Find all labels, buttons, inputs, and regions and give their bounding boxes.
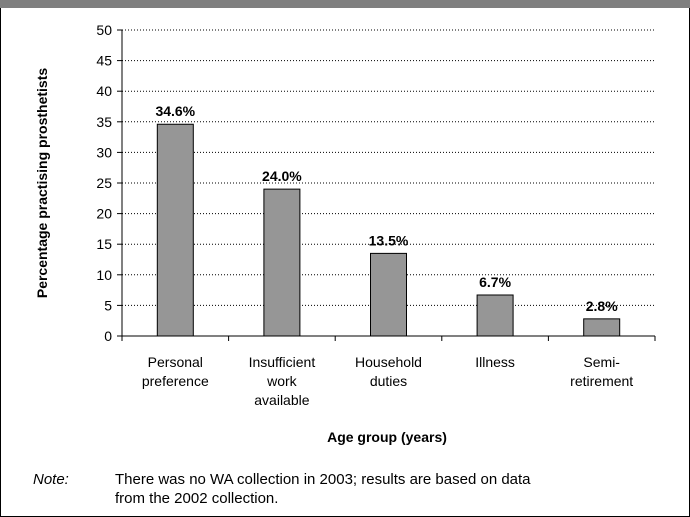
y-tick-label: 35: [96, 114, 112, 130]
x-tick-label: preference: [142, 373, 209, 389]
y-tick-label: 20: [96, 206, 112, 222]
x-tick-label: Semi-: [583, 354, 620, 370]
y-tick-label: 15: [96, 236, 112, 252]
bar: [370, 252, 407, 337]
x-tick-labels: Personal preference Insufficient work availa…: [142, 354, 633, 408]
x-tick-label: available: [254, 392, 309, 408]
bar-chart: 0 5 10 15 20 25 30 35 40 45 50 Personal preference I…: [34, 22, 656, 445]
x-tick-label: retirement: [570, 373, 633, 389]
x-tick-label: Personal: [148, 354, 203, 370]
x-tick-label: duties: [370, 373, 407, 389]
x-tick-label: Insufficient: [249, 354, 316, 370]
axes: [117, 29, 656, 341]
y-tick-label: 10: [96, 267, 112, 283]
y-axis-label: Percentage practising prosthetists: [34, 68, 50, 299]
y-tick-label: 45: [96, 53, 112, 69]
y-tick-label: 0: [104, 328, 112, 344]
x-tick-label: work: [266, 373, 298, 389]
note-line: There was no WA collection in 2003; resu…: [115, 471, 531, 488]
y-tick-label: 5: [104, 297, 112, 313]
y-tick-label: 40: [96, 83, 112, 99]
top-border-bar: [0, 0, 690, 8]
data-labels: 34.6% 24.0% 13.5% 6.7% 2.8%: [155, 103, 618, 314]
y-tick-label: 50: [96, 22, 112, 38]
note-line: from the 2002 collection.: [115, 490, 279, 507]
data-label: 6.7%: [479, 274, 511, 290]
x-tick-label: Household: [355, 354, 422, 370]
bar: [263, 188, 301, 337]
x-axis-label: Age group (years): [327, 429, 447, 445]
y-tick-labels: 0 5 10 15 20 25 30 35 40 45 50: [96, 22, 112, 344]
y-tick-label: 30: [96, 144, 112, 160]
data-label: 2.8%: [586, 298, 618, 314]
gridlines: [122, 29, 655, 306]
bar: [583, 318, 621, 337]
x-tick-label: Illness: [475, 354, 515, 370]
note-text: There was no WA collection in 2003; resu…: [115, 470, 675, 508]
data-label: 13.5%: [369, 232, 409, 248]
data-label: 24.0%: [262, 168, 302, 184]
bars: [156, 123, 621, 337]
bar: [156, 123, 194, 337]
y-tick-label: 25: [96, 175, 112, 191]
data-label: 34.6%: [155, 103, 195, 119]
note-label: Note:: [33, 471, 69, 488]
bar: [476, 294, 514, 337]
